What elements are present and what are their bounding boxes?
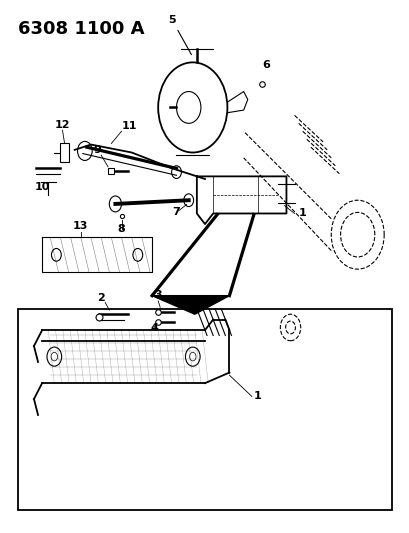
Text: 6: 6 bbox=[261, 60, 270, 70]
Text: 9: 9 bbox=[93, 144, 101, 155]
Text: 12: 12 bbox=[54, 119, 70, 130]
Bar bbox=[59, 143, 69, 162]
Bar bbox=[18, 309, 391, 511]
Text: 13: 13 bbox=[73, 221, 88, 231]
Text: 11: 11 bbox=[121, 120, 137, 131]
Text: 3: 3 bbox=[154, 290, 162, 300]
Polygon shape bbox=[152, 296, 229, 314]
Text: 4: 4 bbox=[150, 323, 157, 333]
Text: 2: 2 bbox=[97, 293, 105, 303]
Text: 5: 5 bbox=[168, 14, 176, 25]
Text: 10: 10 bbox=[34, 182, 49, 192]
Text: 6308 1100 A: 6308 1100 A bbox=[18, 20, 144, 38]
Text: 7: 7 bbox=[172, 207, 180, 216]
Text: 1: 1 bbox=[298, 208, 306, 218]
Text: 8: 8 bbox=[117, 224, 125, 234]
Text: 1: 1 bbox=[253, 391, 261, 401]
